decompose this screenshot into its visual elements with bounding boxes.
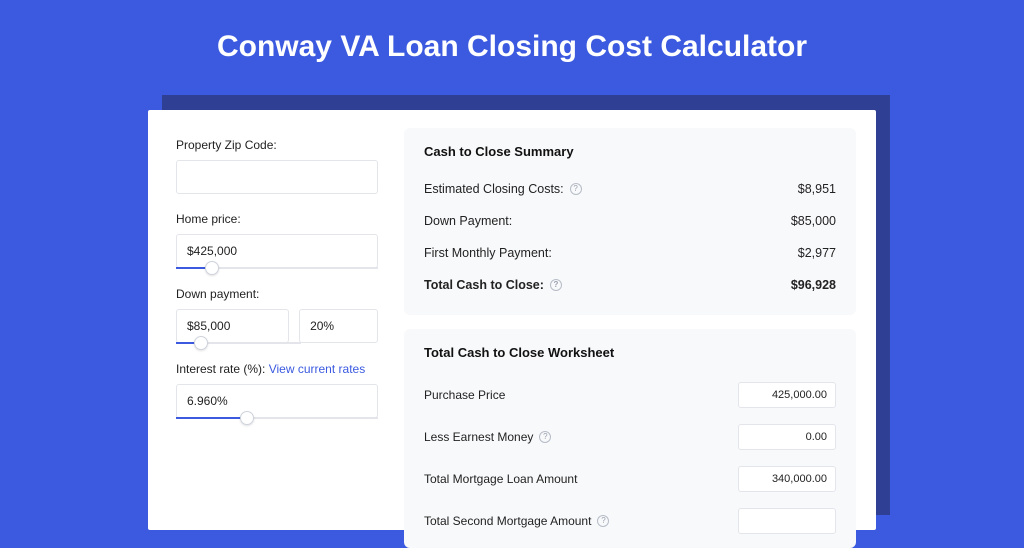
down-payment-slider[interactable] [176,342,301,344]
home-price-slider[interactable] [176,267,378,269]
down-payment-field-group: Down payment: [176,287,378,344]
summary-title: Cash to Close Summary [424,144,836,159]
worksheet-value-input[interactable] [738,424,836,450]
summary-row-label: Down Payment: [424,214,512,228]
inputs-column: Property Zip Code: Home price: Down paym… [148,110,400,530]
summary-row-label: Total Cash to Close:? [424,278,562,292]
worksheet-row: Total Second Mortgage Amount? [424,500,836,542]
summary-row: Total Cash to Close:? $96,928 [424,269,836,301]
worksheet-row-label: Total Second Mortgage Amount? [424,514,609,528]
summary-row: Down Payment: $85,000 [424,205,836,237]
help-icon[interactable]: ? [570,183,582,195]
calculator-card: Property Zip Code: Home price: Down paym… [148,110,876,530]
down-payment-label: Down payment: [176,287,378,301]
summary-row: First Monthly Payment: $2,977 [424,237,836,269]
down-payment-amount-input[interactable] [176,309,289,343]
zip-input[interactable] [176,160,378,194]
summary-row-value: $96,928 [791,278,836,292]
interest-rate-slider-thumb[interactable] [240,411,254,425]
help-icon[interactable]: ? [550,279,562,291]
worksheet-row: Total Mortgage Loan Amount [424,458,836,500]
interest-rate-field-group: Interest rate (%): View current rates [176,362,378,419]
home-price-slider-thumb[interactable] [205,261,219,275]
summary-panel: Cash to Close Summary Estimated Closing … [404,128,856,315]
results-column: Cash to Close Summary Estimated Closing … [400,110,876,530]
interest-rate-label-text: Interest rate (%): [176,362,265,376]
worksheet-value-input[interactable] [738,382,836,408]
interest-rate-slider[interactable] [176,417,378,419]
help-icon[interactable]: ? [539,431,551,443]
worksheet-row-label: Less Earnest Money? [424,430,551,444]
worksheet-row: Less Earnest Money? [424,416,836,458]
worksheet-row-label: Purchase Price [424,388,505,402]
home-price-field-group: Home price: [176,212,378,269]
help-icon[interactable]: ? [597,515,609,527]
view-rates-link[interactable]: View current rates [269,362,366,376]
summary-row-value: $8,951 [798,182,836,196]
down-payment-slider-thumb[interactable] [194,336,208,350]
interest-rate-label: Interest rate (%): View current rates [176,362,378,376]
summary-row-value: $85,000 [791,214,836,228]
worksheet-value-input[interactable] [738,466,836,492]
worksheet-row: Purchase Price [424,374,836,416]
zip-field-group: Property Zip Code: [176,138,378,194]
summary-row-label: Estimated Closing Costs:? [424,182,582,196]
worksheet-row-label: Total Mortgage Loan Amount [424,472,577,486]
worksheet-panel: Total Cash to Close Worksheet Purchase P… [404,329,856,548]
summary-row: Estimated Closing Costs:? $8,951 [424,173,836,205]
summary-row-value: $2,977 [798,246,836,260]
down-payment-percent-input[interactable] [299,309,378,343]
page-title: Conway VA Loan Closing Cost Calculator [0,0,1024,86]
home-price-label: Home price: [176,212,378,226]
interest-rate-input[interactable] [176,384,378,418]
worksheet-title: Total Cash to Close Worksheet [424,345,836,360]
summary-row-label: First Monthly Payment: [424,246,552,260]
zip-label: Property Zip Code: [176,138,378,152]
